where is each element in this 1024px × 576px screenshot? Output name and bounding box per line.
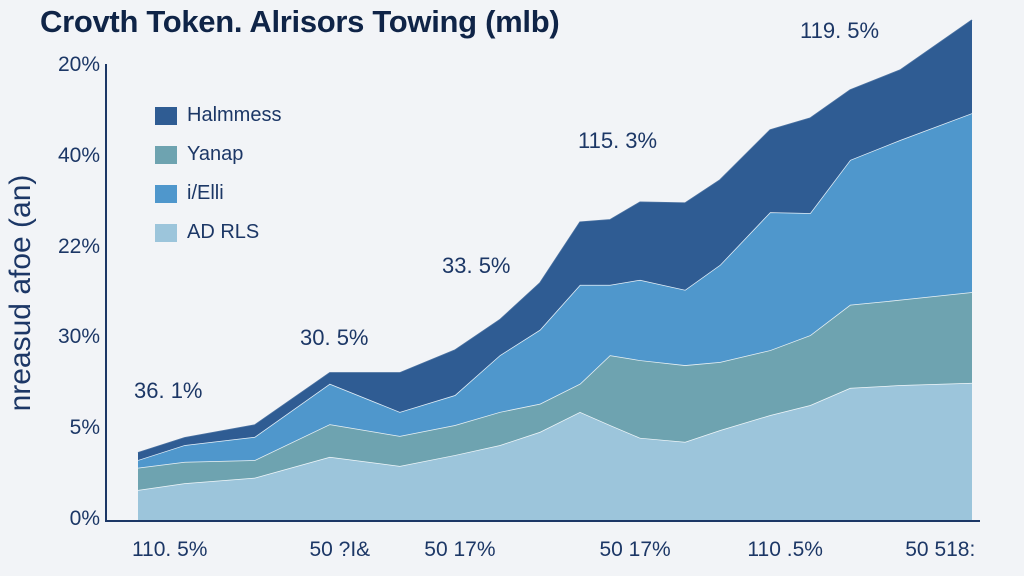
legend-swatch xyxy=(155,145,177,164)
y-tick-label: 20% xyxy=(57,53,100,76)
area-series-i-elli xyxy=(138,113,972,468)
legend-swatch xyxy=(155,223,177,242)
y-tick-label: 40% xyxy=(57,143,100,167)
x-tick-label: 50 518: xyxy=(905,538,976,561)
y-tick-label: 0% xyxy=(69,507,100,530)
x-tick-label: 50 17% xyxy=(599,538,671,561)
x-tick-label: 110. 5% xyxy=(131,538,208,561)
y-tick-label: 5% xyxy=(69,416,100,440)
legend-swatch xyxy=(155,106,177,125)
legend-label: Yanap xyxy=(187,143,244,165)
legend-label: Halmmess xyxy=(187,104,282,126)
annotation: 115. 3% xyxy=(578,128,658,153)
legend-label: AD RLS xyxy=(187,221,260,243)
area-series-yanap xyxy=(138,292,972,491)
chart-title: Crovth Token. Alrisors Towing (mlb) xyxy=(40,4,560,39)
annotation: 33. 5% xyxy=(442,253,511,278)
x-tick-label: 50 ?I& xyxy=(309,538,371,561)
legend-item-yanap: Yanap xyxy=(155,135,281,174)
y-tick-label: 30% xyxy=(57,325,100,349)
series-boundary-line xyxy=(137,19,973,454)
legend-item-ad-rls: AD RLS xyxy=(155,213,281,252)
annotation: 36. 1% xyxy=(134,378,203,403)
annotation: 119. 5% xyxy=(800,18,880,43)
legend-swatch xyxy=(155,184,177,203)
x-tick-label: 110 .5% xyxy=(747,538,823,561)
annotation: 30. 5% xyxy=(300,325,369,350)
y-axis-label: nreasud afoe (an) xyxy=(4,174,37,412)
legend: Halmmess Yanap i/Elli AD RLS xyxy=(155,96,281,252)
y-tick-label: 22% xyxy=(57,234,100,258)
legend-item-halmmess: Halmmess xyxy=(155,96,281,135)
x-tick-label: 50 17% xyxy=(424,538,496,561)
axes xyxy=(105,64,980,522)
legend-item-elli: i/Elli xyxy=(155,174,281,213)
legend-label: i/Elli xyxy=(187,182,224,204)
